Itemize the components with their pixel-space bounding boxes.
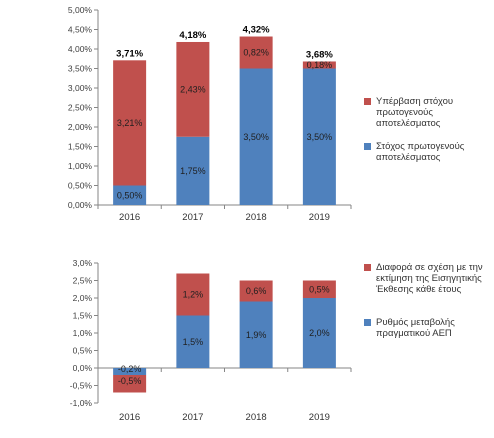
bar-segment	[239, 68, 273, 205]
legend-item-gdp: Ρυθμός μεταβολής πραγματικού ΑΕΠ	[364, 317, 492, 339]
legend-item-excess: Υπέρβαση στόχου πρωτογενούς αποτελέσματο…	[364, 96, 492, 129]
y-tick-label: 0,5%	[73, 346, 93, 356]
y-tick-label: 2,50%	[68, 103, 93, 113]
y-tick-label: 0,00%	[68, 200, 93, 210]
legend-item-difference: Διαφορά σε σχέση με την εκτίμηση της Εισ…	[364, 262, 492, 295]
bar-segment	[113, 375, 147, 393]
bar-segment	[302, 280, 336, 298]
y-tick-label: 1,5%	[73, 311, 93, 321]
bar-segment	[176, 315, 210, 368]
bar-segment	[239, 36, 273, 69]
total-label: 4,32%	[243, 25, 270, 36]
legend-swatch-blue	[364, 319, 371, 326]
x-tick-label: 2018	[246, 212, 267, 223]
y-tick-label: 2,0%	[73, 293, 93, 303]
legend-swatch-red	[364, 264, 371, 271]
y-tick-label: 1,0%	[73, 328, 93, 338]
data-label: -0,5%	[118, 376, 142, 386]
bar-segment	[176, 41, 210, 137]
data-label: 1,5%	[183, 337, 204, 347]
y-tick-label: 1,00%	[68, 161, 93, 171]
y-tick-label: 4,00%	[68, 44, 93, 54]
data-label: 1,2%	[183, 290, 204, 300]
x-tick-label: 2018	[246, 412, 267, 423]
legend-label-target: Στόχος πρωτογενούς αποτελέσματος	[376, 141, 465, 163]
bar-segment	[113, 185, 147, 205]
data-label: 2,0%	[309, 328, 330, 338]
y-tick-label: 2,5%	[73, 276, 93, 286]
bar-segment	[176, 136, 210, 205]
x-tick-label: 2019	[309, 412, 330, 423]
y-tick-label: 2,00%	[68, 122, 93, 132]
bar-segment	[239, 301, 273, 368]
x-tick-label: 2017	[182, 412, 203, 423]
bottom-chart: -1,0% -0,5% 0,0% 0,5% 1,0% 1,5% 2,0% 2,5% 3,0% -0…	[70, 258, 352, 423]
data-label: 3,21%	[117, 118, 143, 128]
legend-label-excess: Υπέρβαση στόχου πρωτογενούς αποτελέσματο…	[376, 96, 454, 129]
legend-label-difference: Διαφορά σε σχέση με την εκτίμηση της Εισ…	[376, 262, 483, 295]
y-tick-label: 0,50%	[68, 181, 93, 191]
data-label: 0,82%	[243, 48, 269, 58]
x-tick-label: 2019	[309, 212, 330, 223]
data-label: 3,50%	[243, 132, 269, 142]
y-tick-label: 3,50%	[68, 64, 93, 74]
bar-segment	[113, 368, 147, 375]
data-label: 0,5%	[309, 284, 330, 294]
bar-segment	[302, 61, 336, 69]
y-tick-label: 3,0%	[73, 258, 93, 268]
total-label: 3,68%	[306, 49, 333, 60]
total-label: 3,71%	[116, 48, 143, 59]
legend-label-gdp: Ρυθμός μεταβολής πραγματικού ΑΕΠ	[376, 317, 455, 339]
top-chart-legend: Υπέρβαση στόχου πρωτογενούς αποτελέσματο…	[364, 96, 492, 163]
y-tick-label: -0,5%	[70, 381, 93, 391]
y-tick-label: 3,00%	[68, 83, 93, 93]
bar-segment	[113, 60, 147, 186]
x-tick-label: 2017	[182, 212, 203, 223]
data-label: 1,9%	[246, 330, 267, 340]
top-chart: 0,00% 0,50% 1,00% 1,50% 2,00% 2,50% 3,00% 3,50%…	[68, 5, 352, 223]
data-label: 1,75%	[180, 166, 206, 176]
legend-swatch-red	[364, 98, 371, 105]
x-tick-label: 2016	[119, 412, 140, 423]
bar-segment	[302, 298, 336, 368]
total-label: 4,18%	[179, 30, 206, 41]
bar-segment	[302, 68, 336, 205]
y-tick-label: -1,0%	[70, 398, 93, 408]
data-label: 3,50%	[307, 132, 333, 142]
bottom-chart-legend: Διαφορά σε σχέση με την εκτίμηση της Εισ…	[364, 262, 492, 339]
data-label: -0,2%	[118, 364, 142, 374]
data-label: 0,6%	[246, 286, 267, 296]
y-tick-label: 5,00%	[68, 5, 93, 15]
y-tick-label: 4,50%	[68, 25, 93, 35]
data-label: 0,50%	[117, 190, 143, 200]
y-tick-label: 1,50%	[68, 142, 93, 152]
data-label: 2,43%	[180, 84, 206, 94]
bar-segment	[239, 280, 273, 302]
x-tick-label: 2016	[119, 212, 140, 223]
legend-swatch-blue	[364, 143, 371, 150]
data-label: 0,18%	[307, 60, 333, 70]
y-tick-label: 0,0%	[73, 363, 93, 373]
bar-segment	[176, 273, 210, 316]
legend-item-target: Στόχος πρωτογενούς αποτελέσματος	[364, 141, 492, 163]
